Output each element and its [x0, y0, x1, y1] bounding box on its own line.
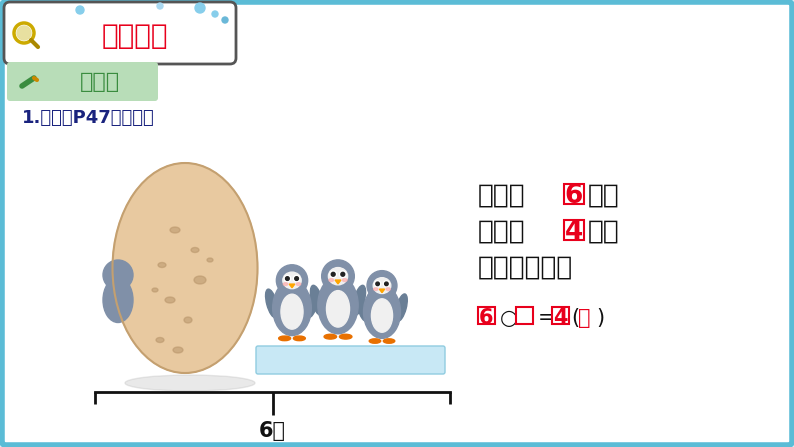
- Ellipse shape: [125, 375, 255, 391]
- Ellipse shape: [326, 291, 349, 327]
- Ellipse shape: [310, 285, 323, 315]
- Circle shape: [367, 270, 397, 300]
- Text: 4: 4: [565, 219, 583, 245]
- Text: 6: 6: [565, 183, 583, 209]
- Circle shape: [157, 3, 163, 9]
- FancyBboxPatch shape: [564, 220, 584, 240]
- Circle shape: [76, 6, 84, 14]
- Polygon shape: [335, 280, 341, 284]
- Circle shape: [284, 275, 291, 282]
- Ellipse shape: [283, 272, 301, 289]
- Ellipse shape: [184, 317, 192, 323]
- Circle shape: [331, 272, 335, 276]
- Ellipse shape: [103, 278, 133, 322]
- Ellipse shape: [306, 289, 318, 318]
- Circle shape: [222, 17, 228, 23]
- Text: =: =: [538, 308, 556, 328]
- Text: 只，: 只，: [588, 183, 620, 209]
- Ellipse shape: [329, 278, 333, 282]
- Ellipse shape: [283, 283, 288, 286]
- Polygon shape: [289, 284, 295, 288]
- Ellipse shape: [369, 339, 380, 343]
- Ellipse shape: [170, 227, 180, 233]
- Ellipse shape: [194, 276, 206, 284]
- Circle shape: [103, 260, 133, 290]
- Ellipse shape: [329, 268, 348, 285]
- Ellipse shape: [207, 258, 213, 262]
- Ellipse shape: [191, 248, 199, 253]
- Ellipse shape: [357, 294, 368, 321]
- Text: ): ): [596, 308, 604, 328]
- Ellipse shape: [156, 337, 164, 342]
- Ellipse shape: [372, 299, 392, 332]
- Text: 左边有几只？: 左边有几只？: [478, 255, 573, 281]
- Text: 6只: 6只: [259, 421, 286, 441]
- Ellipse shape: [342, 278, 347, 282]
- Ellipse shape: [279, 336, 291, 341]
- Circle shape: [286, 277, 289, 280]
- Ellipse shape: [340, 334, 352, 339]
- Ellipse shape: [324, 334, 337, 339]
- Ellipse shape: [373, 278, 391, 294]
- FancyBboxPatch shape: [516, 307, 533, 324]
- Text: 右边有: 右边有: [478, 219, 526, 245]
- Ellipse shape: [265, 289, 278, 318]
- Ellipse shape: [173, 347, 183, 353]
- FancyBboxPatch shape: [478, 307, 495, 324]
- Ellipse shape: [384, 339, 395, 343]
- Circle shape: [293, 275, 300, 282]
- FancyBboxPatch shape: [552, 307, 569, 324]
- Ellipse shape: [272, 280, 311, 336]
- FancyBboxPatch shape: [4, 2, 236, 64]
- Text: (: (: [571, 308, 579, 328]
- Text: 只。: 只。: [588, 219, 620, 245]
- FancyBboxPatch shape: [564, 184, 584, 204]
- Circle shape: [295, 277, 299, 280]
- Text: ○: ○: [500, 308, 518, 328]
- Circle shape: [330, 271, 337, 278]
- Text: 随堂小练: 随堂小练: [102, 22, 168, 50]
- Text: 4: 4: [553, 308, 567, 328]
- Circle shape: [195, 3, 205, 13]
- Text: 只: 只: [578, 308, 591, 328]
- Ellipse shape: [293, 336, 306, 341]
- Ellipse shape: [165, 297, 175, 303]
- Ellipse shape: [374, 288, 378, 291]
- Circle shape: [17, 26, 31, 40]
- Circle shape: [376, 282, 380, 286]
- Text: 6: 6: [479, 308, 493, 328]
- Text: 做一做: 做一做: [80, 72, 120, 92]
- Circle shape: [341, 272, 345, 276]
- Ellipse shape: [395, 294, 407, 321]
- Ellipse shape: [318, 276, 358, 334]
- Ellipse shape: [386, 288, 391, 291]
- Text: 1.（教材P47做一做）: 1.（教材P47做一做）: [22, 109, 155, 127]
- Circle shape: [212, 11, 218, 17]
- Circle shape: [322, 260, 354, 292]
- Polygon shape: [380, 289, 384, 293]
- Circle shape: [340, 271, 346, 278]
- Circle shape: [384, 282, 388, 286]
- FancyBboxPatch shape: [256, 346, 445, 374]
- Ellipse shape: [353, 285, 365, 315]
- Ellipse shape: [296, 283, 301, 286]
- Ellipse shape: [152, 288, 158, 292]
- Ellipse shape: [281, 294, 303, 329]
- Circle shape: [375, 281, 380, 287]
- Ellipse shape: [158, 262, 166, 267]
- Circle shape: [384, 281, 390, 287]
- Ellipse shape: [364, 286, 400, 338]
- FancyBboxPatch shape: [7, 62, 158, 101]
- Text: 一共有: 一共有: [478, 183, 526, 209]
- Circle shape: [276, 265, 307, 296]
- Ellipse shape: [113, 163, 257, 373]
